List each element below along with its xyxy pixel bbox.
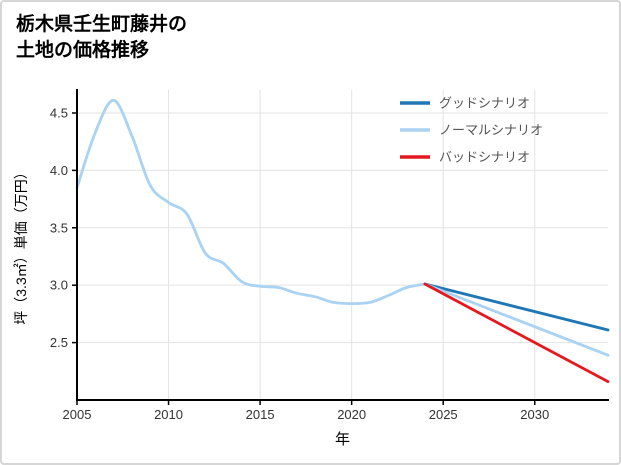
x-tick-label: 2030 [520,407,549,422]
chart-title-line1: 栃木県壬生町藤井の [16,14,188,35]
x-axis-label: 年 [335,431,350,448]
y-tick-label: 2.5 [50,335,68,350]
x-tick-label: 2020 [337,407,366,422]
x-tick-label: 2005 [63,407,92,422]
series-history [75,98,427,306]
x-tick-label: 2025 [429,407,458,422]
x-tick-label: 2010 [154,407,183,422]
y-tick-label: 4.0 [50,163,68,178]
legend-label-bad: バッドシナリオ [439,150,530,165]
axes [76,89,609,401]
series-good [423,282,610,332]
series-bad [423,282,610,383]
y-tick-label: 4.5 [50,105,68,120]
gridlines [76,90,608,400]
y-axis-label: 坪（3.3㎡）単価（万円） [13,165,29,324]
x-tick-label: 2015 [246,407,275,422]
y-tick-label: 3.0 [50,278,68,293]
legend-label-normal: ノーマルシナリオ [439,123,543,138]
chart-title-line2: 土地の価格推移 [16,40,150,62]
chart-title: 栃木県壬生町藤井の 土地の価格推移 [16,12,187,64]
y-tick-label: 3.5 [50,220,68,235]
series-normal [423,282,610,357]
legend-label-good: グッドシナリオ [439,96,530,111]
